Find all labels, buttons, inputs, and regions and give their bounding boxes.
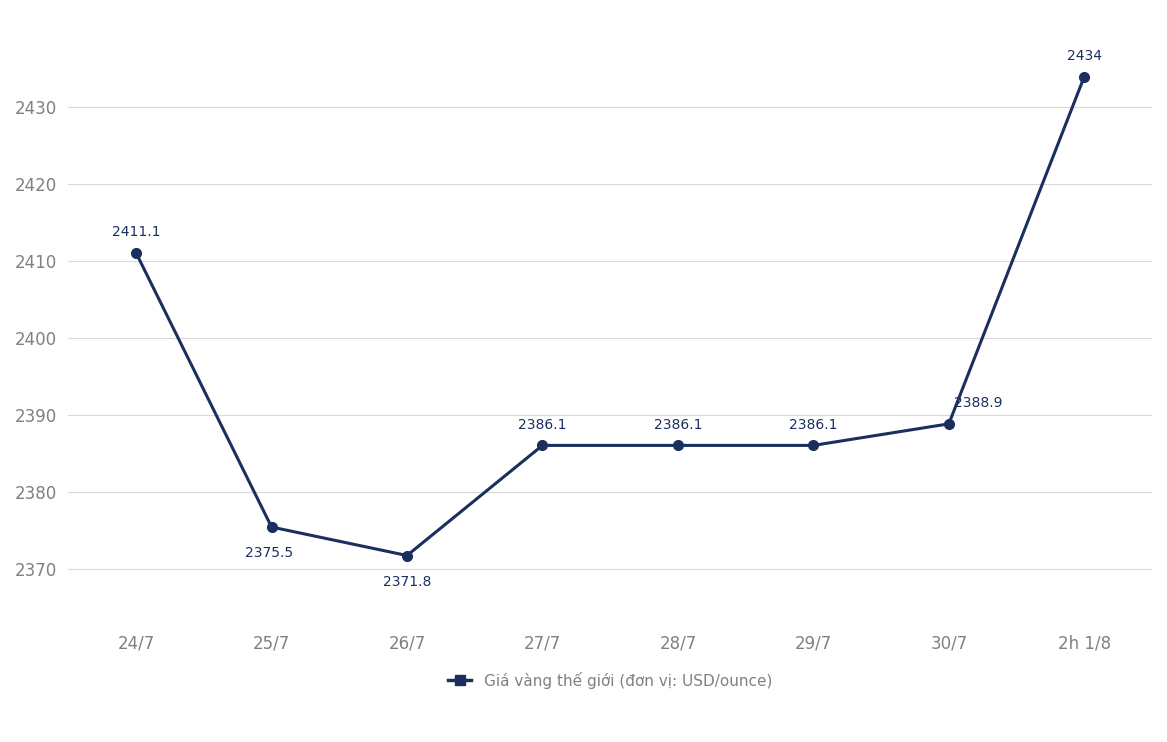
- Text: 2386.1: 2386.1: [654, 418, 703, 432]
- Text: 2388.9: 2388.9: [955, 396, 1002, 410]
- Text: 2371.8: 2371.8: [383, 575, 431, 589]
- Text: 2411.1: 2411.1: [112, 225, 160, 239]
- Legend: Giá vàng thế giới (đơn vị: USD/ounce): Giá vàng thế giới (đơn vị: USD/ounce): [442, 666, 778, 695]
- Text: 2386.1: 2386.1: [518, 418, 567, 432]
- Text: 2375.5: 2375.5: [245, 546, 293, 560]
- Text: 2434: 2434: [1067, 49, 1102, 63]
- Text: 2386.1: 2386.1: [789, 418, 838, 432]
